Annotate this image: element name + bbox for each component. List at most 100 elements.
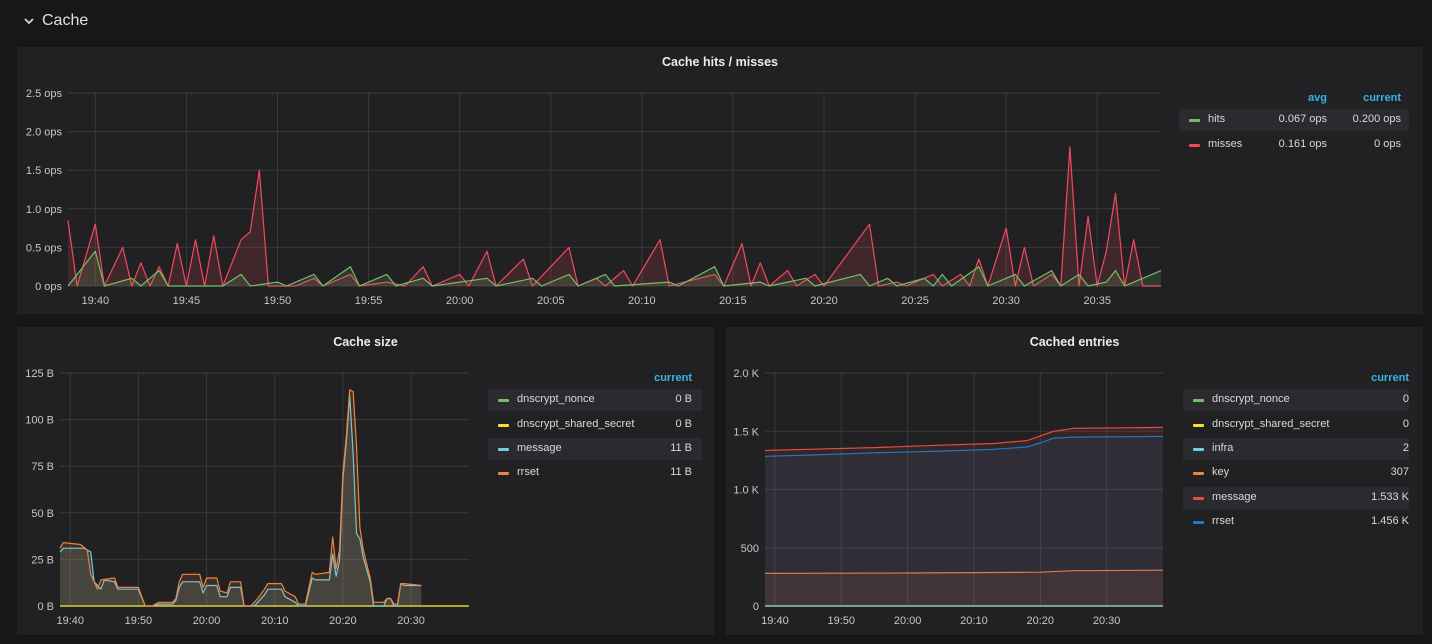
legend-item-hits[interactable]: hits 0.067 ops 0.200 ops [1179,109,1409,131]
x-tick-label: 20:30 [992,295,1020,307]
y-tick-label: 2.5 ops [26,88,63,100]
x-tick-label: 20:10 [261,615,289,627]
legend-item-rrset[interactable]: rrset 11 B [488,462,702,484]
x-tick-label: 20:00 [446,295,474,307]
legend-header-current[interactable]: current [654,372,692,384]
series-line-rrset [59,389,422,607]
x-tick-label: 20:20 [810,295,838,307]
legend-series-name[interactable]: message [517,442,562,454]
series-color-swatch[interactable] [1193,497,1204,500]
legend-item-dnscrypt-nonce[interactable]: dnscrypt_nonce 0 B [488,389,702,411]
panel-title[interactable]: Cache size [333,335,398,349]
y-tick-label: 0 ops [35,281,62,293]
legend-series-name[interactable]: dnscrypt_shared_secret [517,418,635,430]
legend-series-name[interactable]: infra [1212,442,1234,454]
y-tick-label: 125 B [25,368,54,380]
row-title: Cache [42,12,89,29]
y-tick-label: 1.5 K [733,426,759,438]
panel-cached-entries: Cached entries 0 500 1.0 K 1.5 K 2.0 K 19:40 1… [726,327,1423,635]
x-tick-label: 19:45 [173,295,201,307]
legend-avg-value: 0.067 ops [1278,113,1327,125]
panel-title[interactable]: Cached entries [1029,335,1120,349]
legend: current dnscrypt_nonce 0 B dnscrypt_shar… [488,372,702,492]
series-color-swatch[interactable] [498,472,509,475]
legend-series-name[interactable]: dnscrypt_nonce [517,393,595,405]
series-color-swatch[interactable] [498,399,509,402]
series-area-rrset [765,436,1163,606]
series-area-hits [68,251,1161,286]
series-color-swatch[interactable] [498,448,509,451]
legend-series-name[interactable]: dnscrypt_shared_secret [1212,418,1330,430]
x-tick-label: 19:50 [125,615,153,627]
x-tick-label: 20:10 [628,295,656,307]
y-tick-label: 0 [753,601,759,613]
legend-current-value: 0.200 ops [1352,113,1401,125]
series-color-swatch[interactable] [1193,399,1204,402]
y-tick-label: 2.0 K [733,368,759,380]
series-area-misses [68,147,1161,286]
panel-cache-hits: Cache hits / misses 0 ops 0.5 ops 1.0 ops 1… [17,47,1423,314]
series-area-rrset [60,389,422,606]
legend: avg current hits 0.067 ops 0.200 ops mis… [1179,92,1409,162]
y-tick-label: 1.0 K [733,485,759,497]
chevron-down-icon[interactable] [22,14,36,28]
chart-cache-size: 0 B 25 B 50 B 75 B 100 B 125 B 19:40 19:50 20:00… [25,368,469,627]
series-color-swatch[interactable] [1193,424,1204,427]
x-tick-label: 20:20 [329,615,357,627]
legend-series-name[interactable]: rrset [517,466,539,478]
series-color-swatch[interactable] [1193,521,1204,524]
series-area-message [765,427,1163,606]
legend-item-rrset[interactable]: rrset 1.456 K [1183,511,1409,533]
series-color-swatch[interactable] [1193,448,1204,451]
legend-current-value: 2 [1402,442,1409,454]
legend-item-dnscrypt-nonce[interactable]: dnscrypt_nonce 0 [1183,389,1409,411]
legend-current-value: 11 B [670,442,692,454]
series-line-hits [67,250,1162,287]
series-area-key [765,570,1163,606]
x-tick-label: 20:00 [894,615,922,627]
series-color-swatch[interactable] [1189,144,1200,147]
legend-current-value: 11 B [670,466,692,478]
legend-current-value: 1.533 K [1371,491,1409,503]
legend-item-misses[interactable]: misses 0.161 ops 0 ops [1179,134,1409,156]
legend-item-dnscrypt-shared-secret[interactable]: dnscrypt_shared_secret 0 [1183,414,1409,436]
x-tick-label: 20:00 [193,615,221,627]
row-header[interactable]: Cache [0,0,1432,44]
legend-item-message[interactable]: message 11 B [488,438,702,460]
series-line-rrset [764,435,1164,457]
legend-series-name[interactable]: message [1212,491,1257,503]
legend-item-key[interactable]: key 307 [1183,462,1409,484]
series-color-swatch[interactable] [1193,472,1204,475]
y-tick-label: 25 B [31,554,54,566]
x-tick-label: 19:50 [828,615,856,627]
y-tick-label: 1.0 ops [26,204,63,216]
series-line-message [764,426,1164,452]
legend-series-name[interactable]: dnscrypt_nonce [1212,393,1290,405]
legend-header-current[interactable]: current [1371,372,1409,384]
x-tick-label: 20:15 [719,295,747,307]
legend-series-name[interactable]: hits [1208,113,1226,125]
legend-current-value: 1.456 K [1371,515,1409,527]
legend-series-name[interactable]: key [1212,466,1230,478]
panel-title[interactable]: Cache hits / misses [661,55,779,69]
y-tick-label: 500 [741,543,759,555]
y-tick-label: 100 B [25,415,54,427]
y-tick-label: 75 B [31,461,54,473]
legend-item-dnscrypt-shared-secret[interactable]: dnscrypt_shared_secret 0 B [488,414,702,436]
legend-series-name[interactable]: rrset [1212,515,1234,527]
legend: current dnscrypt_nonce 0 dnscrypt_shared… [1183,372,1409,542]
panel-cache-size: Cache size 0 B 25 B 50 B 75 B 100 B 125 B 19:4… [17,327,714,635]
series-color-swatch[interactable] [1189,119,1200,122]
legend-current-value: 0 [1402,393,1409,405]
legend-header-current[interactable]: current [1363,92,1401,104]
legend-current-value: 307 [1390,466,1409,478]
legend-current-value: 0 B [675,418,692,430]
legend-header-avg[interactable]: avg [1308,92,1327,104]
legend-item-infra[interactable]: infra 2 [1183,438,1409,460]
legend-item-message[interactable]: message 1.533 K [1183,487,1409,509]
y-tick-label: 0 B [37,601,54,613]
legend-series-name[interactable]: misses [1208,138,1243,150]
series-color-swatch[interactable] [498,424,509,427]
series-line-key [764,569,1164,574]
legend-avg-value: 0.161 ops [1278,138,1327,150]
